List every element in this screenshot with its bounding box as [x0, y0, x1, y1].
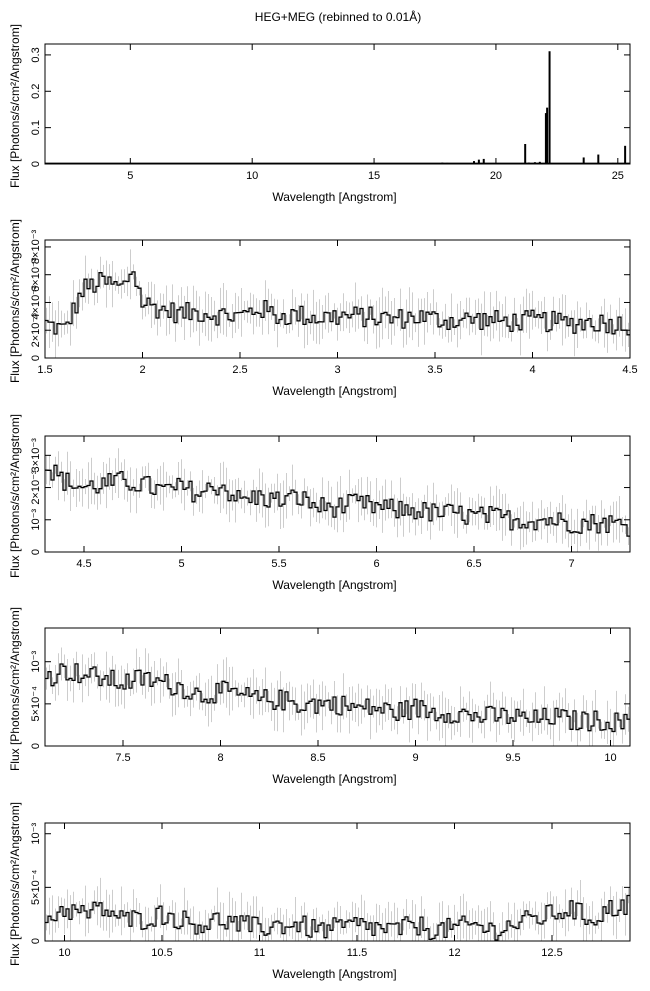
- series-line-2: [45, 271, 630, 336]
- x-tick-label: 5.5: [271, 558, 286, 570]
- x-tick-label: 5: [178, 558, 184, 570]
- series-line-5: [45, 894, 630, 941]
- y-tick-label: 2×10⁻³: [30, 470, 42, 505]
- plot-frame: [44, 435, 631, 553]
- x-tick-label: 7.5: [115, 752, 130, 764]
- error-bars-4: [46, 647, 629, 746]
- flux-histogram: [45, 894, 630, 941]
- x-tick-label: 10.5: [151, 947, 172, 959]
- y-tick-label: 0: [30, 161, 42, 167]
- y-tick-label: 0: [30, 549, 42, 555]
- y-tick-label: 0: [30, 938, 42, 944]
- y-axis-ticks: 0 2×10⁻³4×10⁻³6×10⁻³8×10⁻³: [30, 229, 630, 361]
- x-axis-label: Wavelength [Angstrom]: [272, 384, 396, 398]
- flux-histogram: [45, 663, 630, 733]
- x-tick-label: 10: [58, 947, 70, 959]
- y-tick-label: 3×10⁻³: [30, 438, 42, 473]
- x-tick-label: 5: [127, 170, 133, 182]
- x-tick-label: 9: [412, 752, 418, 764]
- flux-histogram: [45, 464, 630, 537]
- error-bars-2: [46, 249, 629, 358]
- series-line-1: [45, 51, 630, 164]
- y-axis-label: Flux [Photons/s/cm²/Angstrom]: [8, 607, 22, 771]
- chart-panel-5: 10 10.5 11 11.5 12 12.5 0 5×10⁻⁴ 10⁻³ Wavelength …: [8, 802, 631, 981]
- y-axis-ticks: 0 0.1 0.2 0.3: [30, 47, 630, 167]
- x-tick-label: 3.5: [427, 364, 442, 376]
- y-axis-label: Flux [Photons/s/cm²/Angstrom]: [8, 414, 22, 578]
- x-tick-label: 6: [373, 558, 379, 570]
- figure-title: HEG+MEG (rebinned to 0.01Å): [255, 9, 421, 24]
- x-tick-label: 11: [254, 947, 265, 959]
- y-tick-label: 10⁻³: [30, 823, 42, 845]
- y-axis-ticks: 0 5×10⁻⁴ 10⁻³: [30, 651, 630, 749]
- chart-panel-3: 4.5 5 5.5 6 6.5 7 0 10⁻³ 2×10⁻³3×10⁻³ Wavelength …: [8, 414, 631, 592]
- y-tick-label: 0: [30, 743, 42, 749]
- x-tick-label: 2.5: [232, 364, 247, 376]
- plot-frame: [44, 822, 631, 942]
- x-tick-label: 8: [217, 752, 223, 764]
- x-tick-label: 11.5: [347, 947, 368, 959]
- x-axis-label: Wavelength [Angstrom]: [272, 578, 396, 592]
- x-tick-label: 1.5: [37, 364, 52, 376]
- x-axis-ticks: 10 10.5 11 11.5 12 12.5: [58, 823, 563, 959]
- x-tick-label: 25: [612, 170, 624, 182]
- x-tick-label: 2: [139, 364, 145, 376]
- y-axis-ticks: 0 5×10⁻⁴ 10⁻³: [30, 823, 630, 944]
- x-tick-label: 4.5: [622, 364, 637, 376]
- y-tick-label: 10⁻³: [30, 509, 42, 531]
- x-tick-label: 10: [246, 170, 258, 182]
- y-tick-label: 5×10⁻⁴: [30, 686, 42, 722]
- y-tick-label: 0.1: [30, 120, 42, 135]
- y-tick-label: 2×10⁻³: [30, 313, 42, 348]
- x-tick-label: 10: [604, 752, 616, 764]
- y-tick-label: 5×10⁻⁴: [30, 869, 42, 905]
- x-tick-label: 9.5: [505, 752, 520, 764]
- series-line-3: [45, 464, 630, 537]
- x-axis-label: Wavelength [Angstrom]: [272, 772, 396, 786]
- series-line-4: [45, 663, 630, 733]
- y-axis-label: Flux [Photons/s/cm²/Angstrom]: [8, 24, 22, 188]
- x-axis-ticks: 4.5 5 5.5 6 6.5 7: [76, 436, 575, 570]
- x-tick-label: 6.5: [466, 558, 481, 570]
- y-tick-label: 0.2: [30, 84, 42, 99]
- chart-panel-1: 5 10 15 20 25 0 0.1 0.2 0.3 Wavelength [Angstrom]…: [8, 24, 631, 204]
- x-tick-label: 12: [448, 947, 460, 959]
- x-tick-label: 3: [334, 364, 340, 376]
- y-tick-label: 0.3: [30, 47, 42, 62]
- flux-histogram: [45, 271, 630, 336]
- y-tick-label: 10⁻³: [30, 651, 42, 673]
- y-axis-ticks: 0 10⁻³ 2×10⁻³3×10⁻³: [30, 438, 630, 555]
- chart-panel-4: 7.5 8 8.5 9 9.5 10 0 5×10⁻⁴ 10⁻³ Wavelength [Angs…: [8, 607, 631, 786]
- x-tick-label: 7: [568, 558, 574, 570]
- y-tick-label: 0: [30, 355, 42, 361]
- y-axis-label: Flux [Photons/s/cm²/Angstrom]: [8, 219, 22, 383]
- plot-frame: [44, 43, 631, 165]
- chart-panel-2: 1.5 2 2.5 3 3.5 4 4.5 0 2×10⁻³4×10⁻³6×10⁻³8×10⁻³…: [8, 219, 638, 398]
- x-tick-label: 4: [529, 364, 535, 376]
- x-tick-label: 20: [490, 170, 502, 182]
- x-tick-label: 12.5: [541, 947, 562, 959]
- error-bars-3: [46, 448, 629, 552]
- y-tick-label: 8×10⁻³: [30, 229, 42, 264]
- x-tick-label: 8.5: [310, 752, 325, 764]
- y-tick-label: 6×10⁻³: [30, 257, 42, 292]
- x-axis-ticks: 1.5 2 2.5 3 3.5 4 4.5: [37, 240, 638, 376]
- x-axis-ticks: 5 10 15 20 25: [127, 44, 624, 182]
- error-bars-5: [46, 877, 629, 941]
- x-tick-label: 4.5: [76, 558, 91, 570]
- x-axis-ticks: 7.5 8 8.5 9 9.5 10: [115, 628, 617, 764]
- y-tick-label: 4×10⁻³: [30, 285, 42, 320]
- x-tick-label: 15: [368, 170, 380, 182]
- x-axis-label: Wavelength [Angstrom]: [272, 967, 396, 981]
- y-axis-label: Flux [Photons/s/cm²/Angstrom]: [8, 802, 22, 966]
- plot-frame: [44, 627, 631, 747]
- x-axis-label: Wavelength [Angstrom]: [272, 190, 396, 204]
